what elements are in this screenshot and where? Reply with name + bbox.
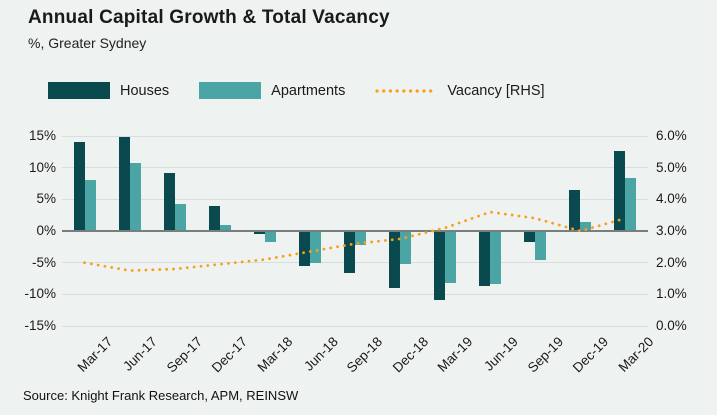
gridline: [62, 262, 648, 264]
x-axis-label: Sep-19: [524, 334, 566, 376]
x-axis-label: Jun-17: [120, 334, 161, 374]
legend-dotted-line-icon: [375, 88, 437, 93]
bar-apartments-mar-19: [445, 231, 457, 283]
source-note: Source: Knight Frank Research, APM, REIN…: [23, 388, 299, 403]
legend-item-vacancy-rhs: Vacancy [RHS]: [375, 82, 545, 99]
bar-apartments-dec-18: [400, 231, 412, 264]
gridline: [62, 135, 648, 137]
chart-title: Annual Capital Growth & Total Vacancy: [28, 7, 390, 28]
bar-apartments-jun-17: [129, 162, 141, 231]
right-axis-tick: 3.0%: [656, 223, 687, 238]
gridline: [62, 293, 648, 295]
x-axis-label: Jun-18: [300, 334, 341, 374]
legend-item-apartments: Apartments: [199, 82, 345, 99]
bar-houses-mar-20: [614, 150, 626, 231]
bar-apartments-sep-18: [355, 231, 366, 245]
bar-houses-sep-18: [344, 231, 355, 273]
gridline: [62, 198, 648, 200]
chart-legend: Houses Apartments Vacancy [RHS]: [48, 82, 575, 99]
zero-axis-line: [62, 230, 648, 232]
x-axis-label: Mar-18: [254, 334, 296, 375]
bar-houses-sep-19: [524, 231, 536, 242]
right-axis-tick: 2.0%: [656, 254, 687, 270]
legend-swatch-icon: [199, 82, 262, 99]
bar-apartments-sep-19: [535, 231, 547, 261]
x-axis-label: Sep-17: [163, 334, 206, 376]
bar-houses-jun-17: [118, 137, 130, 231]
right-axis-tick: 6.0%: [656, 128, 687, 143]
left-axis-tick: 15%: [28, 128, 56, 143]
bar-apartments-dec-19: [580, 222, 592, 231]
left-axis-tick: -5%: [31, 254, 56, 270]
bar-houses-mar-17: [73, 141, 85, 231]
x-axis-label: Dec-18: [389, 334, 431, 376]
right-axis-tick: 5.0%: [656, 159, 687, 175]
x-axis-label: Mar-17: [74, 334, 116, 375]
bar-houses-jun-19: [479, 231, 491, 287]
right-axis-tick: 4.0%: [656, 191, 687, 207]
bar-apartments-jun-18: [309, 231, 321, 264]
x-axis-label: Sep-18: [344, 334, 386, 376]
bar-apartments-jun-19: [490, 231, 502, 285]
bar-apartments-dec-17: [219, 224, 231, 231]
x-axis-label: Dec-17: [208, 334, 251, 376]
bar-houses-mar-19: [434, 231, 446, 301]
chart-subtitle: %, Greater Sydney: [28, 35, 147, 51]
bar-houses-sep-17: [163, 172, 175, 231]
left-axis-tick: -10%: [24, 286, 56, 302]
bar-houses-dec-17: [208, 205, 220, 231]
bar-houses-mar-18: [253, 231, 265, 235]
legend-label: Houses: [120, 82, 170, 99]
bar-houses-dec-18: [389, 231, 401, 288]
plot-area: [62, 135, 648, 327]
bar-apartments-sep-17: [174, 203, 186, 231]
gridline: [62, 325, 648, 327]
legend-swatch-icon: [48, 82, 110, 99]
bar-apartments-mar-18: [264, 231, 276, 242]
x-axis-label: Mar-20: [615, 334, 657, 375]
x-axis-label: Dec-19: [569, 334, 611, 376]
legend-label: Apartments: [271, 82, 346, 99]
bar-houses-dec-19: [569, 190, 581, 231]
right-axis-tick: 0.0%: [656, 318, 687, 333]
left-axis-tick: -15%: [24, 318, 56, 333]
bar-apartments-mar-20: [625, 178, 637, 231]
gridline: [62, 167, 648, 169]
legend-label: Vacancy [RHS]: [447, 82, 545, 99]
bar-houses-jun-18: [298, 231, 310, 267]
left-axis-tick: 0%: [36, 223, 56, 238]
left-axis-tick: 10%: [28, 159, 56, 175]
vacancy-line: [83, 210, 627, 273]
legend-item-houses: Houses: [48, 82, 169, 99]
x-axis-label: Jun-19: [481, 334, 521, 374]
left-axis-tick: 5%: [36, 191, 56, 207]
right-axis-tick: 1.0%: [656, 286, 687, 302]
bar-apartments-mar-17: [84, 179, 96, 231]
x-axis-label: Mar-19: [434, 334, 476, 375]
